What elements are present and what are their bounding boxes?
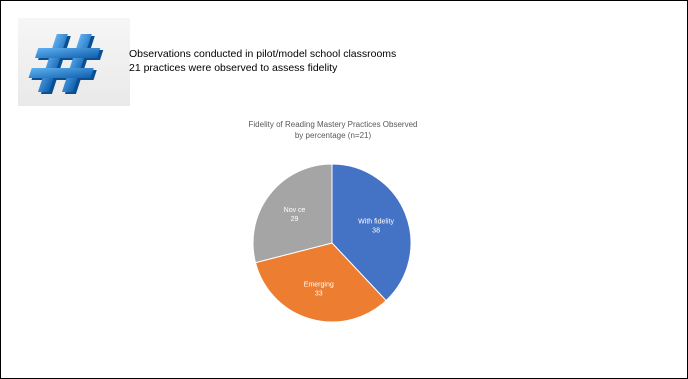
observation-line: 21 practices were observed to assess fid… <box>129 62 338 74</box>
slice-value-label: 29 <box>291 216 299 223</box>
pie-slice <box>331 163 412 302</box>
observation-text: Observations conducted in pilot/model sc… <box>129 47 396 75</box>
chart-title: Fidelity of Reading Mastery Practices Ob… <box>201 119 465 141</box>
chart-title-line: Fidelity of Reading Mastery Practices Ob… <box>248 120 418 129</box>
chart-title-line: by percentage (n=21) <box>294 131 372 140</box>
slice-label: With fidelity <box>358 219 394 226</box>
slice-value-label: 33 <box>315 291 323 298</box>
slice-label: Nov ce <box>284 207 306 214</box>
pie-slice <box>254 242 387 323</box>
hashtag-icon <box>18 18 130 106</box>
slice-label: Emerging <box>304 282 334 289</box>
slice-value-label: 38 <box>372 228 380 235</box>
observation-line: Observations conducted in pilot/model sc… <box>129 48 397 60</box>
pie-slice <box>252 163 333 264</box>
